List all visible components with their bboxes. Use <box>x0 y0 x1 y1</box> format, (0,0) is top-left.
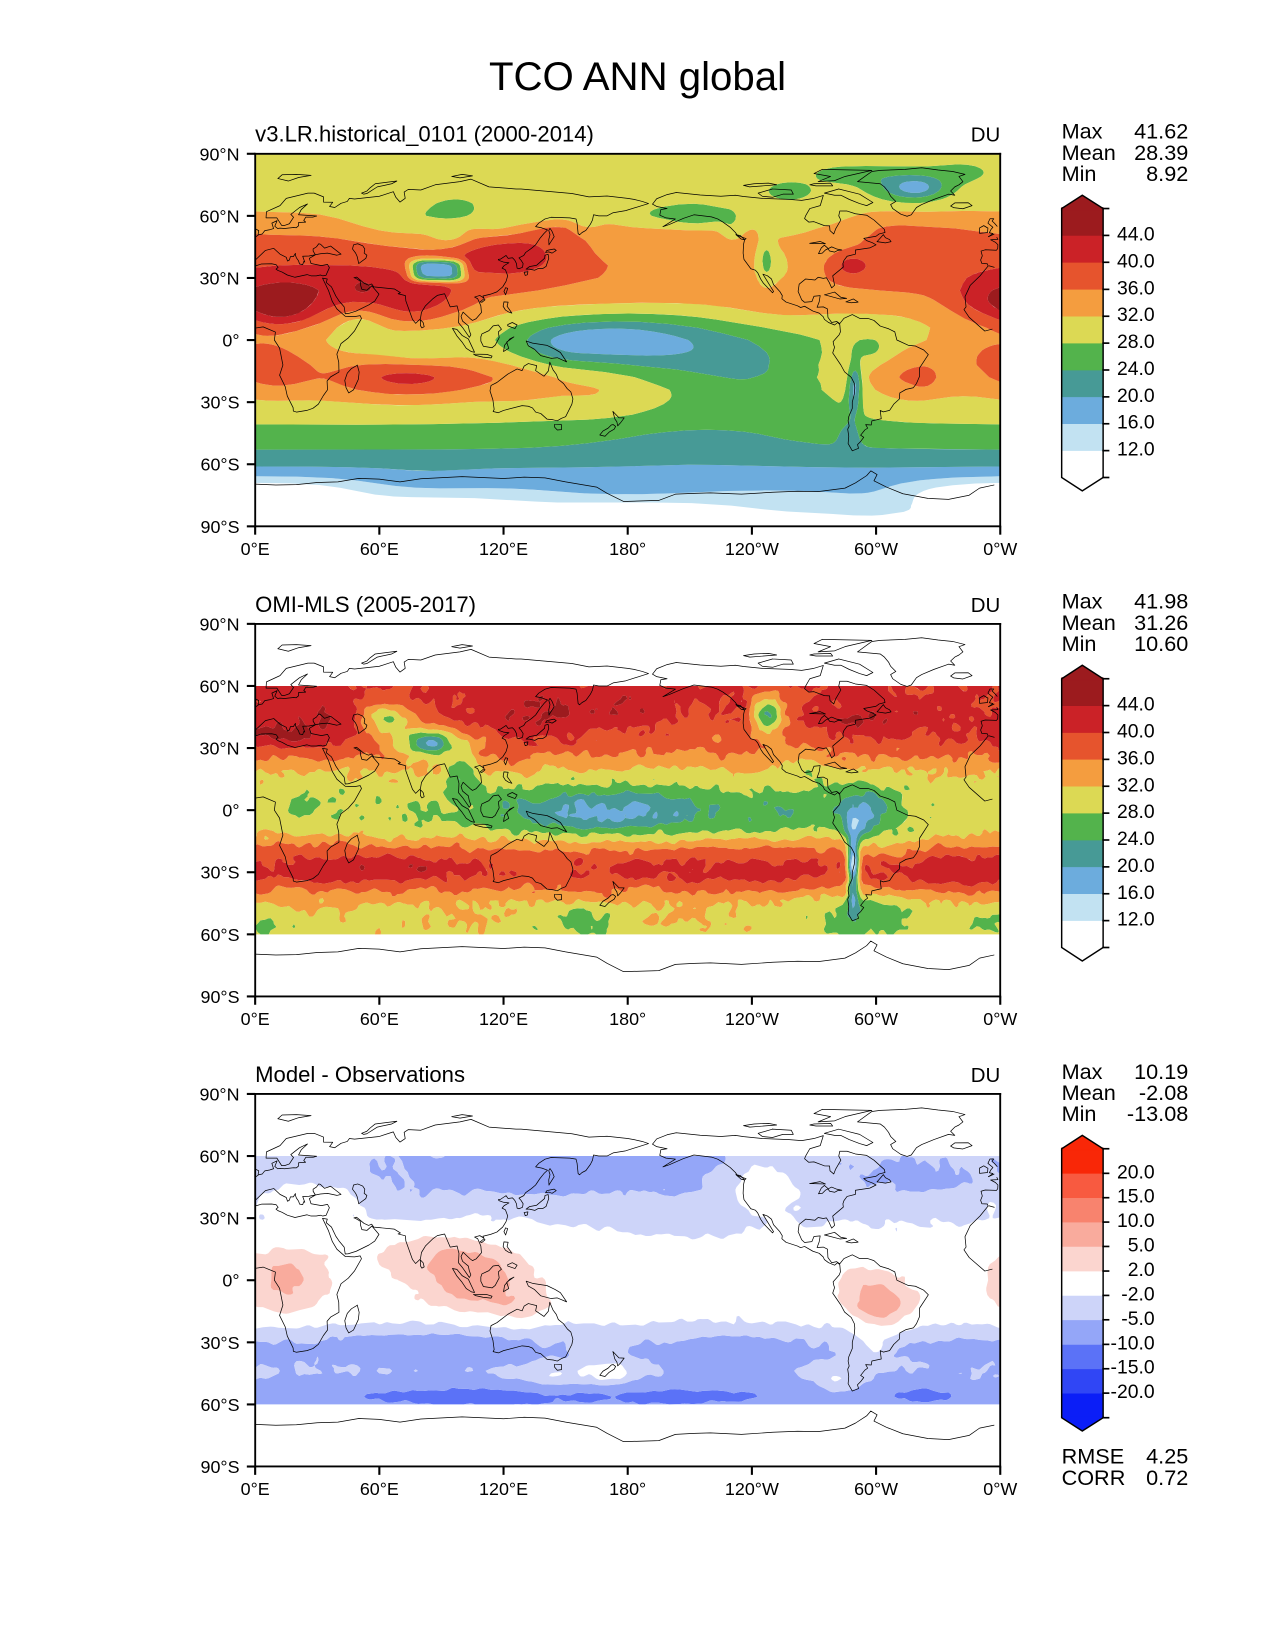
svg-text:10.19: 10.19 <box>1134 1059 1188 1084</box>
svg-text:20.0: 20.0 <box>1117 855 1155 877</box>
svg-text:Mean: Mean <box>1062 1080 1116 1105</box>
svg-text:60°E: 60°E <box>360 1009 399 1029</box>
svg-text:0°E: 0°E <box>241 1479 270 1499</box>
svg-text:DU: DU <box>971 125 1000 147</box>
svg-text:Mean: Mean <box>1062 140 1116 165</box>
svg-text:30°S: 30°S <box>201 1333 240 1353</box>
svg-text:0°: 0° <box>222 331 239 351</box>
svg-text:0°W: 0°W <box>983 1009 1017 1029</box>
svg-text:10.60: 10.60 <box>1134 631 1188 656</box>
svg-text:30°N: 30°N <box>200 1209 240 1229</box>
svg-text:60°S: 60°S <box>201 925 240 945</box>
svg-text:28.0: 28.0 <box>1117 801 1155 823</box>
svg-text:60°S: 60°S <box>201 1395 240 1415</box>
svg-text:Model - Observations: Model - Observations <box>255 1062 465 1087</box>
svg-text:8.92: 8.92 <box>1146 161 1188 186</box>
svg-text:60°W: 60°W <box>854 1009 898 1029</box>
svg-text:120°W: 120°W <box>725 1479 779 1499</box>
svg-text:90°N: 90°N <box>200 614 240 634</box>
svg-text:Max: Max <box>1062 589 1103 614</box>
svg-text:-10.0: -10.0 <box>1111 1332 1155 1354</box>
svg-text:30°S: 30°S <box>201 393 240 413</box>
svg-text:60°N: 60°N <box>200 676 240 696</box>
svg-text:31.26: 31.26 <box>1134 610 1188 635</box>
svg-text:60°W: 60°W <box>854 539 898 559</box>
svg-text:60°E: 60°E <box>360 1479 399 1499</box>
svg-text:5.0: 5.0 <box>1128 1235 1155 1257</box>
svg-text:60°E: 60°E <box>360 539 399 559</box>
svg-text:30°N: 30°N <box>200 739 240 759</box>
svg-text:12.0: 12.0 <box>1117 439 1155 461</box>
svg-text:90°S: 90°S <box>201 987 240 1007</box>
svg-text:16.0: 16.0 <box>1117 412 1155 434</box>
svg-text:36.0: 36.0 <box>1117 747 1155 769</box>
svg-text:16.0: 16.0 <box>1117 882 1155 904</box>
svg-text:-20.0: -20.0 <box>1111 1381 1155 1403</box>
svg-text:0.72: 0.72 <box>1146 1465 1188 1490</box>
svg-text:41.62: 41.62 <box>1134 119 1188 144</box>
svg-text:Max: Max <box>1062 119 1103 144</box>
svg-text:Min: Min <box>1062 631 1097 656</box>
svg-text:15.0: 15.0 <box>1117 1186 1155 1208</box>
svg-text:60°N: 60°N <box>200 1147 240 1167</box>
svg-text:30°S: 30°S <box>201 863 240 883</box>
svg-text:28.0: 28.0 <box>1117 331 1155 353</box>
svg-text:12.0: 12.0 <box>1117 909 1155 931</box>
svg-text:60°W: 60°W <box>854 1479 898 1499</box>
svg-text:60°S: 60°S <box>201 455 240 475</box>
svg-text:DU: DU <box>971 595 1000 617</box>
svg-text:24.0: 24.0 <box>1117 358 1155 380</box>
svg-text:0°E: 0°E <box>241 1009 270 1029</box>
svg-text:10.0: 10.0 <box>1117 1210 1155 1232</box>
svg-text:20.0: 20.0 <box>1117 385 1155 407</box>
svg-text:v3.LR.historical_0101 (2000-20: v3.LR.historical_0101 (2000-2014) <box>255 122 594 147</box>
svg-text:180°: 180° <box>609 539 646 559</box>
svg-text:40.0: 40.0 <box>1117 250 1155 272</box>
svg-text:TCO ANN global: TCO ANN global <box>489 54 786 99</box>
svg-text:120°W: 120°W <box>725 1009 779 1029</box>
svg-text:-15.0: -15.0 <box>1111 1357 1155 1379</box>
svg-text:120°E: 120°E <box>479 1479 528 1499</box>
svg-text:41.98: 41.98 <box>1134 589 1188 614</box>
svg-text:Min: Min <box>1062 1101 1097 1126</box>
svg-text:4.25: 4.25 <box>1146 1444 1188 1469</box>
svg-text:44.0: 44.0 <box>1117 224 1155 246</box>
svg-text:20.0: 20.0 <box>1117 1161 1155 1183</box>
svg-text:-13.08: -13.08 <box>1127 1101 1188 1126</box>
svg-text:0°W: 0°W <box>983 1479 1017 1499</box>
svg-text:2.0: 2.0 <box>1128 1259 1155 1281</box>
svg-text:180°: 180° <box>609 1009 646 1029</box>
svg-text:180°: 180° <box>609 1479 646 1499</box>
svg-text:44.0: 44.0 <box>1117 694 1155 716</box>
svg-text:90°S: 90°S <box>201 1457 240 1477</box>
svg-text:0°: 0° <box>222 1271 239 1291</box>
svg-text:OMI-MLS (2005-2017): OMI-MLS (2005-2017) <box>255 592 476 617</box>
svg-text:40.0: 40.0 <box>1117 720 1155 742</box>
svg-text:0°W: 0°W <box>983 539 1017 559</box>
svg-text:CORR: CORR <box>1062 1465 1126 1490</box>
svg-text:DU: DU <box>971 1065 1000 1087</box>
svg-text:60°N: 60°N <box>200 206 240 226</box>
svg-text:90°S: 90°S <box>201 517 240 537</box>
svg-text:0°: 0° <box>222 801 239 821</box>
svg-text:28.39: 28.39 <box>1134 140 1188 165</box>
svg-text:120°W: 120°W <box>725 539 779 559</box>
svg-text:90°N: 90°N <box>200 1084 240 1104</box>
svg-text:24.0: 24.0 <box>1117 828 1155 850</box>
svg-text:120°E: 120°E <box>479 539 528 559</box>
svg-text:32.0: 32.0 <box>1117 774 1155 796</box>
svg-text:30°N: 30°N <box>200 268 240 288</box>
svg-text:32.0: 32.0 <box>1117 304 1155 326</box>
svg-text:Min: Min <box>1062 161 1097 186</box>
svg-text:Mean: Mean <box>1062 610 1116 635</box>
svg-text:-2.08: -2.08 <box>1139 1080 1188 1105</box>
svg-text:36.0: 36.0 <box>1117 277 1155 299</box>
svg-text:-2.0: -2.0 <box>1121 1283 1155 1305</box>
svg-text:120°E: 120°E <box>479 1009 528 1029</box>
svg-text:0°E: 0°E <box>241 539 270 559</box>
svg-text:90°N: 90°N <box>200 144 240 164</box>
svg-text:Max: Max <box>1062 1059 1103 1084</box>
svg-text:RMSE: RMSE <box>1062 1444 1125 1469</box>
svg-text:-5.0: -5.0 <box>1121 1308 1155 1330</box>
